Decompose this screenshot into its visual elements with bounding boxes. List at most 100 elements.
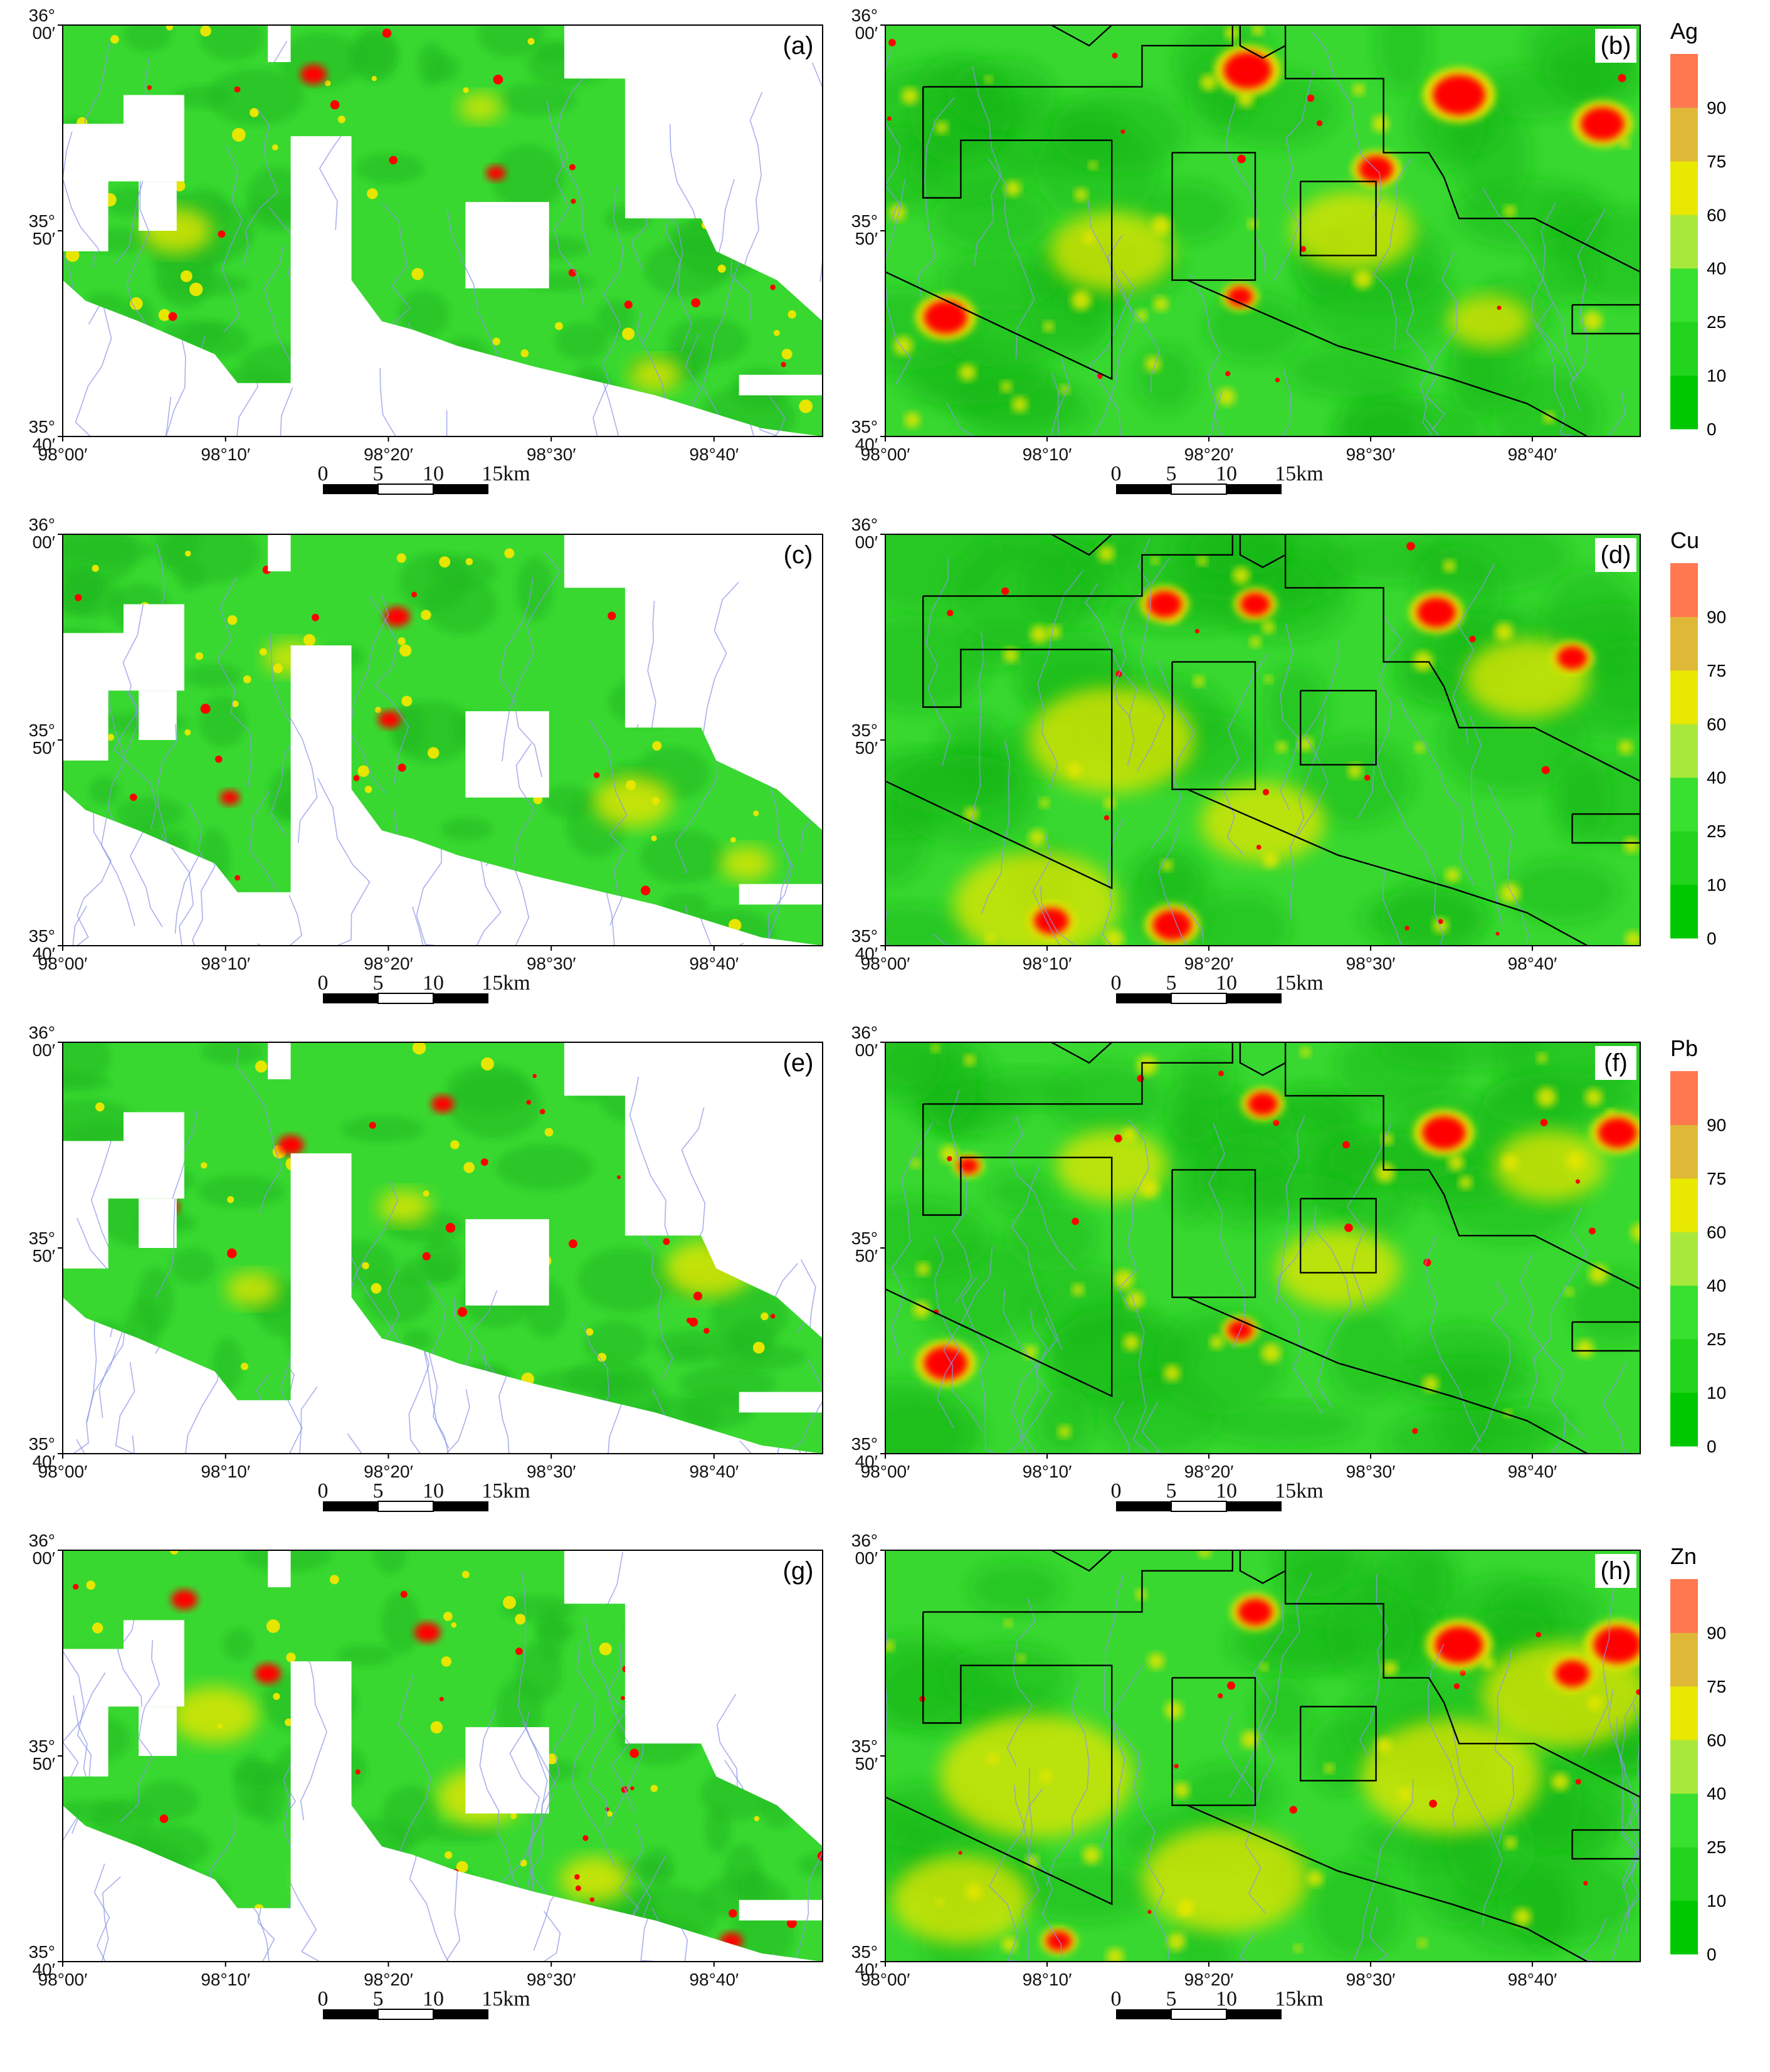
sample-spot	[273, 1693, 280, 1700]
lon-tick-label: 98°40′	[1508, 1970, 1557, 1989]
boundary-line	[1571, 813, 1640, 844]
sample-spot	[728, 919, 742, 932]
river-line	[1582, 1572, 1626, 1758]
lon-tick-label: 98°30′	[1346, 1970, 1396, 1989]
sample-spot	[93, 1705, 102, 1713]
lat-tick-degree: 35°	[29, 1229, 55, 1248]
legend-swatch	[1670, 1740, 1698, 1794]
sample-spot-high	[384, 1879, 393, 1888]
anomaly-high	[924, 1346, 968, 1380]
sample-spot	[65, 248, 80, 262]
sample-spot	[529, 1924, 539, 1933]
lat-tick-degree: 35°	[29, 926, 55, 946]
river-line	[972, 66, 1002, 267]
sample-spot	[697, 1593, 708, 1604]
scale-segment	[1171, 993, 1227, 1004]
river-line	[278, 417, 324, 436]
moderate-spot	[986, 1753, 999, 1765]
moderate-spot	[1088, 161, 1097, 170]
scale-segment	[377, 993, 434, 1004]
sample-spot	[510, 1407, 516, 1413]
lat-tick-minute: 00′	[855, 23, 878, 43]
boundary-line	[1187, 788, 1588, 946]
moderate-spot	[965, 1883, 982, 1900]
lat-tick-minute: 40′	[855, 435, 878, 454]
river-line	[1572, 1895, 1638, 1962]
lat-tick-degree: 35°	[851, 1229, 878, 1248]
anomaly-moderate	[458, 93, 503, 122]
river-line	[574, 1926, 614, 1962]
scale-segment	[1226, 484, 1282, 494]
scale-segment	[377, 2009, 434, 2020]
legend-element-title: Pb	[1670, 1035, 1698, 1061]
legend-swatch	[1670, 1900, 1698, 1955]
sample-spot	[92, 1622, 103, 1634]
legend-axis-title: Percentiles	[1767, 1711, 1770, 1822]
river-line	[319, 1876, 357, 1962]
sample-spot	[295, 1373, 305, 1383]
high-spot	[1497, 305, 1502, 310]
sample-spot	[83, 1676, 91, 1684]
panel-label: (c)	[784, 541, 813, 569]
high-spot	[1104, 815, 1110, 821]
sample-spot	[401, 695, 413, 707]
boundary-line	[1051, 534, 1113, 556]
anomaly-high	[1422, 1116, 1466, 1150]
sample-spot	[243, 675, 251, 684]
river-line	[885, 1625, 888, 1821]
sample-spot	[510, 1813, 517, 1819]
moderate-spot	[1307, 1870, 1324, 1886]
high-spot	[1262, 789, 1270, 796]
moderate-spot	[885, 1641, 894, 1652]
lon-tick-label: 98°30′	[1346, 954, 1396, 973]
moderate-spot	[1167, 1933, 1186, 1950]
river-line	[282, 1866, 321, 1962]
scale-segment	[377, 1501, 434, 1512]
sample-spot-high	[78, 354, 88, 363]
scale-segment	[433, 2009, 488, 2019]
panel-label-box	[1595, 538, 1636, 572]
moderate-spot	[1251, 25, 1263, 36]
lat-tick-degree: 35°	[29, 1434, 55, 1454]
sample-spot-high	[622, 1665, 630, 1673]
high-spot	[1364, 774, 1371, 781]
boundary-line	[1284, 1042, 1640, 1290]
sample-spot-high	[221, 934, 230, 943]
anomaly-high	[797, 1789, 818, 1805]
sample-spot	[443, 1612, 453, 1621]
legend-tick-label: 75	[1707, 661, 1726, 680]
lat-tick-degree: 35°	[29, 417, 55, 436]
moderate-spot	[1347, 764, 1362, 778]
scale-label: 15km	[1275, 971, 1323, 995]
scale-segment	[1226, 2009, 1282, 2019]
sample-spot	[586, 1328, 594, 1336]
sample-spot-high	[129, 793, 137, 801]
moderate-spot	[1300, 1047, 1311, 1057]
boundary-line	[1171, 1169, 1256, 1298]
moderate-spot	[1551, 1773, 1569, 1791]
boundary-line	[1187, 279, 1588, 436]
boundary-line	[885, 1612, 1113, 1906]
scale-label: 5	[373, 1479, 384, 1503]
river-line	[943, 1245, 993, 1431]
legend-swatch	[1670, 616, 1698, 671]
lon-tick-label: 98°20′	[1184, 1462, 1234, 1481]
sample-spot-high	[786, 1918, 797, 1928]
moderate-spot	[1354, 270, 1372, 289]
sample-spot-high	[445, 1223, 456, 1233]
legend-swatch	[1670, 1793, 1698, 1847]
moderate-spot	[1433, 917, 1448, 933]
moderate-spot	[1218, 388, 1236, 406]
panel-label-box	[1595, 1554, 1636, 1588]
high-spot	[1225, 371, 1231, 376]
high-spot	[1469, 635, 1476, 643]
high-spot	[1344, 1224, 1353, 1232]
high-spot	[958, 1851, 962, 1855]
river-line	[1562, 389, 1626, 436]
legend-tick-label: 75	[1707, 1169, 1726, 1188]
scale-segment	[1116, 1501, 1171, 1511]
river-line	[369, 596, 409, 784]
lon-tick-label: 98°30′	[527, 1462, 576, 1481]
sample-spot-high	[422, 1252, 431, 1261]
sample-spot-high	[493, 74, 503, 85]
